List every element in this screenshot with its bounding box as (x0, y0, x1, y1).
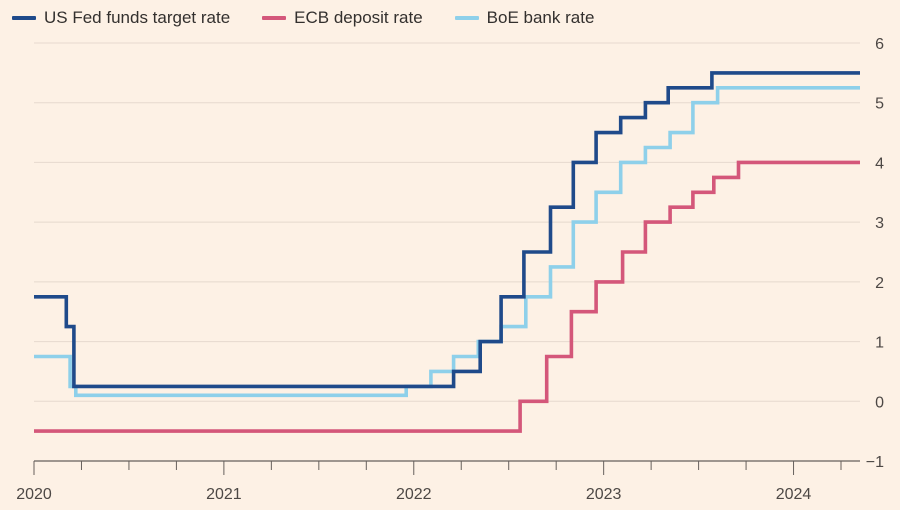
y-tick-label: 3 (875, 215, 884, 232)
x-tick-label: 2021 (206, 486, 242, 503)
legend-label-boe: BoE bank rate (486, 8, 595, 27)
y-tick-label: 4 (875, 155, 884, 172)
x-tick-label: 2020 (16, 486, 52, 503)
y-tick-label: 1 (875, 335, 884, 352)
y-tick-label: 6 (875, 36, 884, 53)
x-tick-label: 2023 (586, 486, 622, 503)
legend-swatch-boe (454, 16, 479, 20)
y-tick-label: 2 (875, 275, 884, 292)
x-tick-label: 2024 (776, 486, 812, 503)
legend-swatch-ecb (262, 16, 287, 20)
y-tick-label: −1 (866, 454, 884, 471)
y-tick-label: 0 (875, 394, 884, 411)
legend-item-ecb: ECB deposit rate (262, 8, 423, 28)
x-tick-label: 2022 (396, 486, 432, 503)
legend-label-ecb: ECB deposit rate (294, 8, 423, 27)
series-line-boe (34, 86, 860, 398)
series-line-ecb (34, 160, 860, 433)
legend-item-boe: BoE bank rate (454, 8, 595, 28)
legend: US Fed funds target rate ECB deposit rat… (12, 8, 594, 28)
legend-swatch-fed (12, 16, 36, 20)
series-line-fed (34, 71, 860, 389)
legend-label-fed: US Fed funds target rate (44, 8, 231, 27)
legend-item-fed: US Fed funds target rate (12, 8, 230, 28)
y-tick-label: 5 (875, 96, 884, 113)
